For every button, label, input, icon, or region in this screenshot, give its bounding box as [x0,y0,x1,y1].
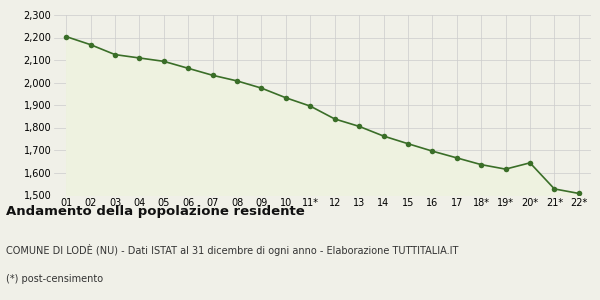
Text: COMUNE DI LODÈ (NU) - Dati ISTAT al 31 dicembre di ogni anno - Elaborazione TUTT: COMUNE DI LODÈ (NU) - Dati ISTAT al 31 d… [6,244,458,256]
Text: (*) post-censimento: (*) post-censimento [6,274,103,284]
Text: Andamento della popolazione residente: Andamento della popolazione residente [6,206,305,218]
